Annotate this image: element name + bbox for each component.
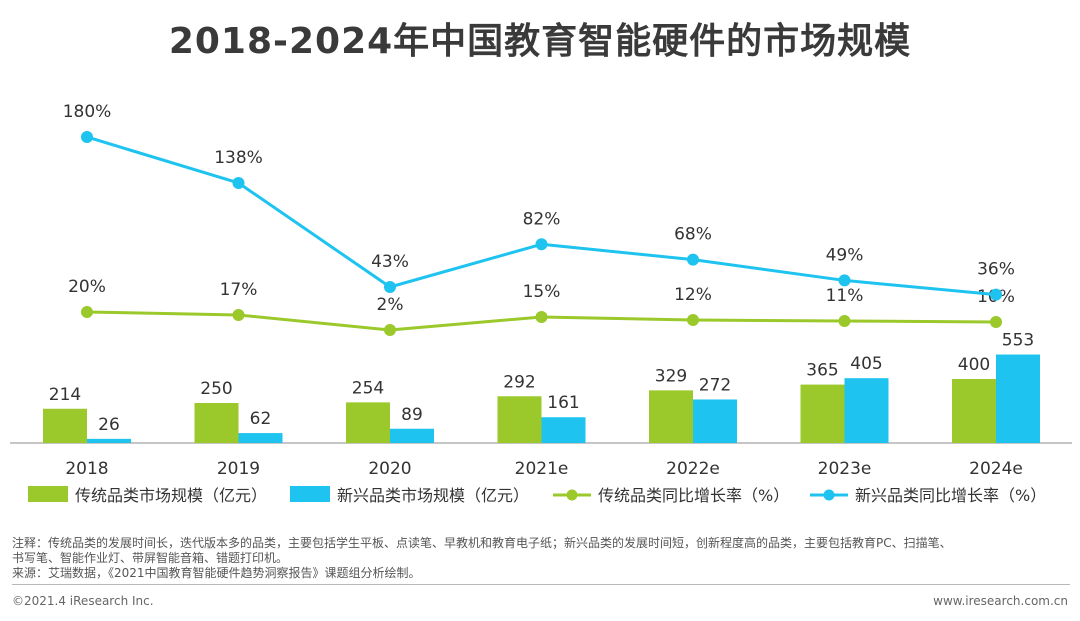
x-tick-2023e: 2023e: [818, 459, 872, 479]
emerging-growth-point-2020: [384, 281, 396, 293]
note-line-1: 注释：传统品类的发展时间长，迭代版本多的品类，主要包括学生平板、点读笔、早教机和…: [12, 536, 952, 550]
x-tick-2020: 2020: [368, 459, 411, 479]
emerging-growth-point-2019: [232, 176, 245, 189]
bar-label-traditional-2021e: 292: [503, 372, 535, 392]
x-tick-2021e: 2021e: [515, 459, 569, 479]
bar-label-traditional-2022e: 329: [655, 366, 687, 386]
bar-label-traditional-2020: 254: [352, 378, 384, 398]
bar-emerging-2023e: [844, 378, 889, 443]
bar-label-traditional-2018: 214: [49, 385, 81, 405]
bar-traditional-2020: [346, 402, 390, 443]
copyright: ©2021.4 iResearch Inc.: [12, 594, 154, 608]
legend-label-traditional-growth: 传统品类同比增长率（%）: [598, 486, 789, 505]
traditional-growth-point-2024e: [990, 316, 1002, 328]
note-line-2: 书写笔、智能作业灯、带屏智能音箱、错题打印机。: [12, 551, 289, 565]
bar-label-traditional-2024e: 400: [958, 355, 990, 375]
source-note: 来源：艾瑞数据，《2021中国教育智能硬件趋势洞察报告》课题组分析绘制。: [12, 566, 421, 580]
legend-label-emerging-growth: 新兴品类同比增长率（%）: [855, 486, 1046, 505]
traditional-growth-point-2019: [232, 309, 245, 321]
bar-traditional-2019: [194, 403, 239, 443]
footer-divider: [12, 584, 1070, 585]
legend-marker-emerging-growth: [823, 489, 835, 501]
x-tick-2018: 2018: [65, 459, 108, 479]
bar-label-emerging-2024e: 553: [1002, 331, 1034, 351]
chart-area: 214 26 2018 250 62 2019 254 89 2020 292 161 2021e 32…: [10, 102, 1072, 505]
emerging-growth-point-2022e: [687, 253, 699, 266]
bar-emerging-2024e: [996, 354, 1040, 443]
legend-label-traditional-size: 传统品类市场规模（亿元）: [75, 486, 267, 505]
bar-emerging-2018: [87, 438, 131, 443]
bar-emerging-2021e: [541, 417, 586, 443]
bar-label-emerging-2023e: 405: [850, 354, 882, 374]
bar-traditional-2024e: [952, 379, 996, 443]
emerging-growth-label-2021e: 82%: [523, 209, 561, 229]
traditional-growth-label-2023e: 11%: [826, 286, 864, 306]
x-tick-2022e: 2022e: [666, 459, 720, 479]
traditional-growth-point-2020: [384, 324, 396, 336]
emerging-growth-point-2024e: [990, 288, 1002, 301]
emerging-growth-point-2023e: [838, 274, 851, 287]
emerging-growth-point-2021e: [535, 238, 548, 251]
website: www.iresearch.com.cn: [933, 594, 1068, 608]
traditional-growth-label-2022e: 12%: [674, 285, 712, 305]
legend-swatch-traditional-size: [28, 486, 68, 502]
bar-traditional-2018: [43, 408, 87, 443]
traditional-growth-point-2023e: [838, 315, 851, 327]
bar-label-emerging-2020: 89: [401, 405, 423, 425]
emerging-growth-label-2020: 43%: [371, 252, 409, 272]
bar-label-emerging-2019: 62: [250, 409, 272, 429]
traditional-growth-point-2022e: [687, 314, 699, 326]
bar-label-emerging-2021e: 161: [547, 393, 579, 413]
bar-label-traditional-2019: 250: [200, 379, 232, 399]
traditional-growth-point-2021e: [535, 311, 548, 323]
traditional-growth-label-2018: 20%: [68, 277, 106, 297]
bar-traditional-2023e: [800, 384, 845, 443]
emerging-growth-label-2019: 138%: [214, 148, 263, 168]
emerging-growth-label-2023e: 49%: [826, 245, 864, 265]
bar-emerging-2022e: [693, 399, 737, 443]
emerging-growth-label-2018: 180%: [63, 102, 112, 122]
x-tick-2024e: 2024e: [969, 459, 1023, 479]
traditional-growth-label-2021e: 15%: [523, 282, 561, 302]
legend-marker-traditional-growth: [566, 489, 578, 501]
traditional-growth-label-2019: 17%: [220, 280, 258, 300]
bar-traditional-2021e: [497, 396, 542, 443]
legend-swatch-emerging-size: [290, 486, 330, 502]
bar-label-emerging-2018: 26: [98, 415, 120, 435]
traditional-growth-point-2018: [81, 306, 93, 318]
emerging-growth-label-2022e: 68%: [674, 225, 712, 245]
chart-title: 2018-2024年中国教育智能硬件的市场规模: [168, 21, 912, 62]
traditional-growth-label-2020: 2%: [377, 295, 404, 315]
x-tick-2019: 2019: [217, 459, 260, 479]
bar-label-traditional-2023e: 365: [806, 361, 838, 381]
legend-label-emerging-size: 新兴品类市场规模（亿元）: [337, 486, 529, 505]
emerging-growth-label-2024e: 36%: [977, 260, 1015, 280]
bar-traditional-2022e: [649, 390, 693, 443]
emerging-growth-point-2018: [81, 130, 93, 143]
bar-emerging-2020: [390, 428, 434, 443]
bar-label-emerging-2022e: 272: [699, 375, 731, 395]
bar-emerging-2019: [238, 433, 283, 443]
